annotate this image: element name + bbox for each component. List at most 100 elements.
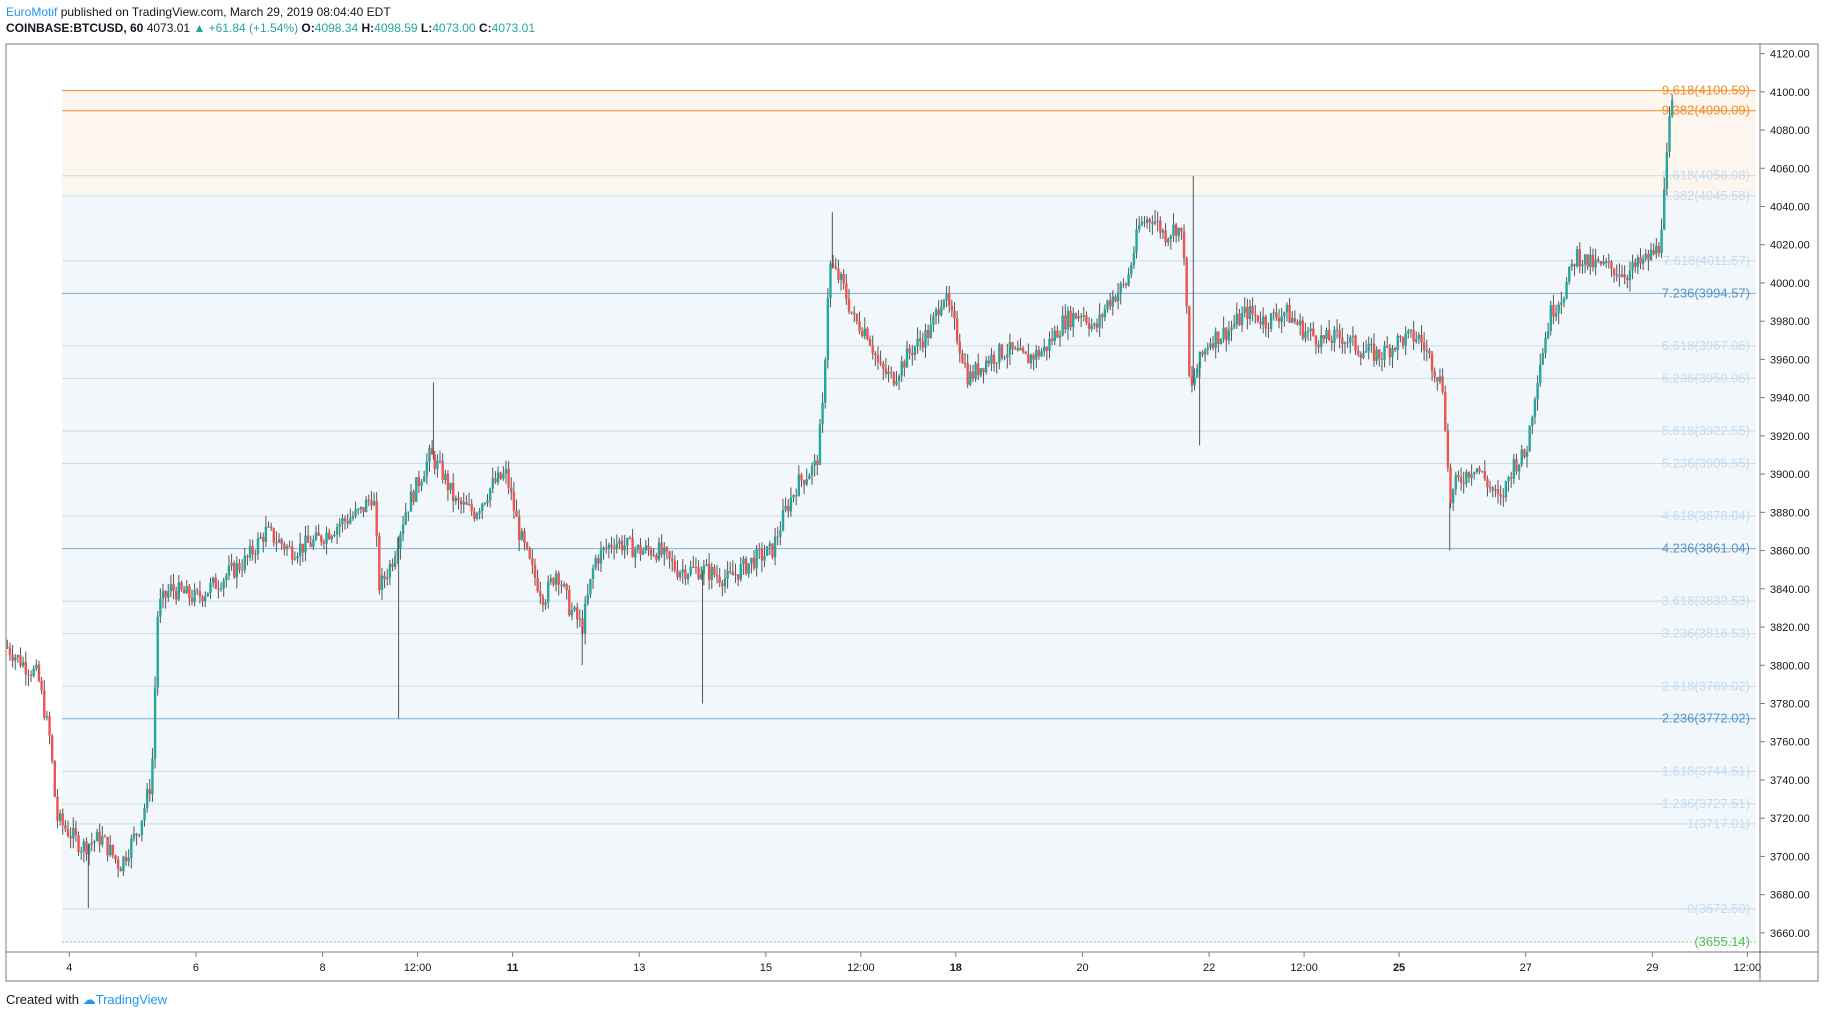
candle-body (288, 546, 291, 548)
author-link[interactable]: EuroMotif (6, 5, 58, 19)
candle-body (987, 360, 990, 364)
candle-body (367, 499, 370, 501)
candle-body (1626, 278, 1629, 281)
candle-body (1457, 475, 1460, 478)
candle-body (61, 813, 64, 826)
candle-body (1647, 253, 1650, 260)
candle-body (1520, 449, 1523, 465)
candle-body (1483, 471, 1487, 480)
candle-body (591, 568, 595, 579)
candle-body (243, 555, 246, 571)
created-with-label: Created with (6, 992, 79, 1007)
candle-body (473, 511, 476, 519)
candle-body (1116, 293, 1120, 302)
time-axis[interactable]: 4 6 8 12:00 11 13 15 12:00 18 20 22 12:00 25 27 29 12:0… (66, 952, 1761, 974)
candle-body (317, 532, 320, 536)
tradingview-brand[interactable]: TradingView (95, 992, 168, 1007)
candle-body (407, 511, 410, 513)
candle-body (101, 836, 104, 845)
candle-body (1343, 342, 1347, 344)
candle-body (855, 314, 859, 322)
candle-body (1552, 305, 1555, 317)
candle-body (663, 547, 666, 555)
candle-body (69, 836, 72, 839)
candle-body (14, 657, 17, 661)
candle-body (1649, 249, 1653, 260)
candle-body (320, 535, 323, 543)
fib-band (62, 516, 1756, 549)
candle-body (992, 354, 996, 364)
candle-body (259, 536, 262, 539)
fib-band (62, 260, 1756, 294)
candle-body (235, 563, 239, 578)
candle-body (1016, 348, 1020, 351)
candle-body (1415, 339, 1418, 342)
x-tick-label: 18 (950, 962, 962, 974)
candle-body (824, 360, 827, 403)
candle-body (1628, 270, 1632, 281)
candle-body (388, 563, 392, 578)
candle-body (114, 855, 117, 860)
candle-body (618, 540, 621, 544)
candle-body (98, 831, 101, 845)
candle-body (1668, 115, 1671, 152)
candle-body (1188, 306, 1191, 376)
candle-body (984, 360, 988, 373)
candle-body (715, 574, 719, 577)
candle-body (254, 554, 257, 556)
candle-body (998, 344, 1001, 363)
candle-body (773, 536, 777, 558)
candle-body (1663, 188, 1666, 230)
candle-body (966, 363, 969, 385)
price-axis[interactable]: 3660.00 3680.00 3700.00 3720.00 3740.00 3760.… (1760, 49, 1810, 940)
candle-body (1090, 325, 1093, 329)
candle-body (736, 574, 740, 580)
candle-body (1417, 334, 1421, 340)
candle-body (1581, 264, 1584, 267)
y-tick-label: 3760.00 (1770, 737, 1810, 749)
candle-body (515, 510, 518, 517)
candle-body (56, 796, 59, 821)
candle-body (145, 789, 149, 808)
fib-level-label: 2.236(3772.02) (1662, 711, 1750, 726)
candle-body (955, 318, 959, 342)
candle-body (1341, 337, 1344, 344)
y-tick-label: 3860.00 (1770, 546, 1810, 558)
candle-body (1639, 257, 1642, 264)
candle-body (1196, 368, 1199, 378)
candle-body (1467, 471, 1471, 478)
candle-body (132, 833, 136, 839)
candle-body (562, 584, 566, 586)
candle-body (1591, 254, 1595, 268)
x-tick-label: 15 (760, 962, 772, 974)
candle-body (1254, 313, 1257, 316)
candle-body (1232, 324, 1236, 328)
candle-body (586, 594, 589, 604)
candle-body (109, 844, 112, 856)
candle-body (116, 859, 120, 869)
candle-body (285, 546, 289, 550)
candle-body (293, 558, 297, 560)
candle-body (1525, 451, 1529, 457)
candle-body (1388, 347, 1392, 358)
x-tick-label: 20 (1076, 962, 1088, 974)
candle-body (1515, 459, 1518, 472)
candle-body (1570, 263, 1574, 267)
candle-body (926, 330, 930, 338)
candle-body (417, 477, 421, 486)
candle-body (1494, 489, 1497, 491)
x-tick-label: 27 (1520, 962, 1532, 974)
candle-body (589, 578, 592, 595)
fibonacci-extension[interactable]: 9.618(4100.59) 9.382(4090.09) 8.618(4056.0… (62, 83, 1756, 950)
candle-body (607, 544, 611, 549)
candle-body (655, 555, 658, 560)
y-tick-label: 4080.00 (1770, 125, 1810, 137)
candle-body (230, 562, 233, 567)
candle-body (386, 577, 389, 580)
candle-body (198, 591, 202, 597)
fib-band (62, 908, 1756, 943)
candle-body (1301, 320, 1304, 339)
chart-frame (5, 43, 1819, 982)
candle-body (839, 273, 843, 280)
